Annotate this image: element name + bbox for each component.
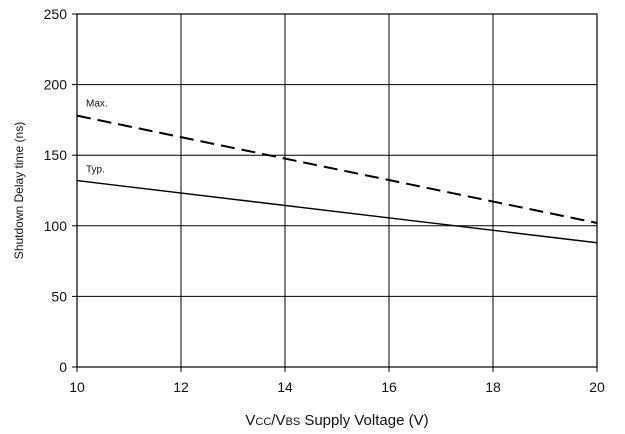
series-line-max (76, 114, 598, 224)
x-axis-label-part: Supply Voltage (V) (300, 412, 428, 429)
series-line-typ (76, 179, 598, 244)
x-axis-label: VCC/VBS Supply Voltage (V) (245, 412, 428, 429)
x-tick-label: 16 (381, 379, 397, 395)
y-tick-label: 100 (44, 218, 68, 234)
y-tick-label: 150 (44, 147, 68, 163)
x-axis-label-part: CC (255, 416, 271, 428)
x-tick-label: 18 (485, 379, 501, 395)
y-tick-label: 250 (44, 6, 68, 22)
plot-border (76, 13, 598, 368)
axis-and-series-labels: VCC/VBS Supply Voltage (V) Shutdown Delay… (12, 99, 429, 429)
series-label-max: Max. (86, 99, 108, 110)
series-lines (76, 114, 598, 244)
x-tick-label: 20 (589, 379, 605, 395)
y-tick-label: 0 (59, 359, 67, 375)
x-axis-label-part: BS (285, 416, 300, 428)
plot-frame (76, 13, 598, 368)
x-axis-label-part: /V (271, 412, 285, 429)
grid (77, 14, 597, 367)
y-tick-label: 50 (51, 288, 67, 304)
y-axis-label: Shutdown Delay time (ns) (12, 122, 26, 259)
series-label-typ: Typ. (86, 165, 105, 176)
x-tick-label: 10 (69, 379, 85, 395)
x-tick-label: 14 (277, 379, 293, 395)
x-axis-label-part: V (245, 412, 255, 429)
x-tick-label: 12 (173, 379, 189, 395)
y-tick-label: 200 (44, 77, 68, 93)
